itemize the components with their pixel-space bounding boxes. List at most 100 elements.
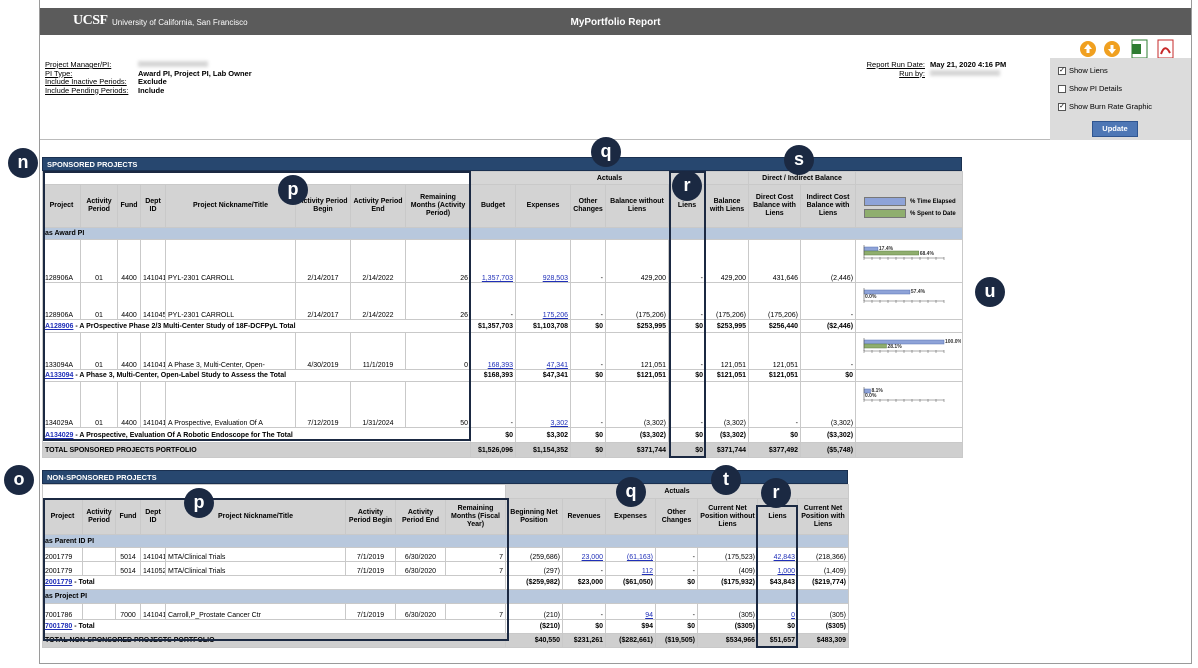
total-title: - Total [72,579,95,586]
cell: 3,302 [515,381,571,428]
cell: 128906A [42,282,81,320]
cell: 01 [80,332,118,370]
total-row: 2001779 - Total ($259,982) $23,000 ($61,050… [42,575,849,590]
cell: - [570,239,606,283]
total-cell: $1,154,352 [515,442,571,458]
options-panel: Update ✓ Show Liens Show PI Details ✓ Show B… [1050,58,1191,140]
data-row: 128906A 01 4400 141045 PYL-2301 CARROLL 2/14/… [42,282,964,320]
total-cell: $0 [800,369,857,382]
total-cell: ($282,661) [605,633,656,648]
annotation-marker: q [591,137,621,167]
total-cell: $371,744 [704,442,750,458]
legend-label: % Spent to Date [910,210,956,217]
table-body: Actuals Direct / Indirect Balance Project A… [41,171,964,458]
cell: (218,366) [797,547,849,562]
checkbox-option[interactable]: Show PI Details [1058,84,1122,94]
burn-rate-graphic: 17.4% 68.4% [863,245,945,260]
total-cell: $51,657 [757,633,798,648]
cell-link[interactable]: 23,000 [581,554,603,561]
total-cell: ($305) [797,619,849,634]
grand-total-label: TOTAL SPONSORED PROJECTS PORTFOLIO [42,442,471,458]
update-button[interactable]: Update [1092,121,1138,137]
report-run-info: Report Run Date: May 21, 2020 4:16 PM Run … [820,60,1020,78]
cell: - [655,561,698,576]
cell: 6/30/2020 [395,547,446,562]
info-value: Award PI, Project PI, Lab Owner [138,68,252,78]
project-link[interactable]: 7001780 [45,623,73,630]
project-link[interactable]: 2001779 [45,579,73,586]
cell-link[interactable]: 112 [641,568,653,575]
checkbox[interactable]: ✓ [1058,67,1066,76]
cell-link[interactable]: 0 [791,612,795,619]
legend-swatch [864,209,907,218]
cell: 4400 [117,332,141,370]
info-label: Include Inactive Periods: [45,77,127,86]
cell-link[interactable]: 3,302 [550,420,568,427]
burn-rate-graphic: 8.1%0.0% [863,387,945,402]
cell: 141041 [140,381,166,428]
cell: 141041 [140,332,166,370]
checkbox-option[interactable]: ✓ Show Liens [1058,66,1108,76]
total-cell: $256,440 [748,319,802,333]
cell: 5014 [115,547,141,562]
burn-rate-graphic: 57.4% 0.0% [863,288,945,303]
cell: A Prospective, Evaluation Of A [165,381,296,428]
cell-link[interactable]: 175,206 [542,312,568,319]
cell: 2/14/2017 [295,282,351,320]
total-title: - A Prospective, Evaluation Of A Robotic… [73,431,293,439]
project-link[interactable]: A133094 [45,372,74,379]
checkbox[interactable]: ✓ [1058,103,1066,112]
cell: 94 [605,603,656,620]
cell-link[interactable]: 1,357,703 [481,275,513,282]
blank-cell [42,484,506,499]
cell: 7/1/2019 [345,547,396,562]
cell-link[interactable]: 42,843 [773,554,795,561]
info-row: Include Pending Periods: Include [45,86,252,96]
section-row: as Parent ID PI [42,534,849,548]
column-header-row: Project Activity Period Fund Dept ID Project… [42,184,964,228]
checkbox[interactable] [1058,85,1066,94]
group-header: Actuals [505,484,849,499]
cell: - [668,332,706,370]
project-link[interactable]: A134029 [45,431,74,439]
cell: (175,206) [605,282,669,320]
cell [82,561,116,576]
total-cell: $0 [655,575,698,590]
total-cell: $1,526,096 [470,442,516,458]
column-header: Activity Period End [395,498,446,535]
info-row: Include Inactive Periods: Exclude [45,77,252,87]
cell-link[interactable]: 47,341 [546,362,568,369]
cell: 01 [80,239,118,283]
cell: (305) [797,603,849,620]
total-cell: $0 [570,369,606,382]
report-info: Project Manager/PI: PI Type: Award PI, Pro… [45,60,252,96]
cell-link[interactable]: 1,000 [777,568,795,575]
cell: 4400 [117,239,141,283]
cell: 429,200 [605,239,669,283]
total-row: A134029 - A Prospective, Evaluation Of A… [42,427,964,443]
total-cell: $377,492 [748,442,802,458]
legend-item: % Time Elapsed [864,197,960,206]
cell: - [562,561,606,576]
cell: - [668,282,706,320]
cell-link[interactable]: (61,163) [626,554,653,561]
cell: 112 [605,561,656,576]
total-label: A134029 - A Prospective, Evaluation Of A… [42,427,471,443]
total-label: 2001779 - Total [42,575,506,590]
cell [82,603,116,620]
cell-link[interactable]: 928,503 [542,275,568,282]
grand-row: TOTAL NON-SPONSORED PROJECTS PORTFOLIO $4… [42,633,849,648]
total-cell: ($19,505) [655,633,698,648]
blurred-value [138,61,208,67]
project-link[interactable]: A128906 [45,322,74,330]
cell-link[interactable]: 168,393 [487,362,513,369]
column-header: Project [42,184,81,228]
spent-label: 0.0% [865,294,877,300]
info-value: May 21, 2020 4:16 PM [930,60,1007,69]
total-cell: $0 [668,427,706,443]
checkbox-option[interactable]: ✓ Show Burn Rate Graphic [1058,102,1152,112]
cell: - [470,381,516,428]
cell-link[interactable]: 94 [645,612,653,619]
total-cell: ($175,932) [697,575,758,590]
